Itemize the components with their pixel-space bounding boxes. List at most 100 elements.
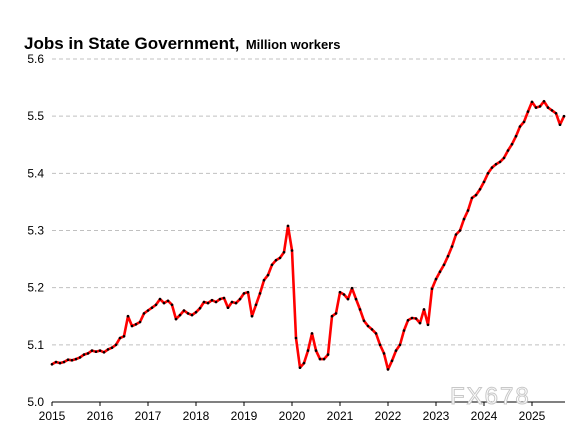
x-tick-label: 2020 bbox=[279, 409, 306, 423]
data-point bbox=[354, 297, 358, 301]
data-point bbox=[218, 297, 222, 301]
data-point bbox=[450, 245, 454, 248]
data-point bbox=[166, 299, 170, 303]
data-point bbox=[282, 250, 286, 254]
data-point bbox=[446, 254, 450, 258]
data-point bbox=[350, 286, 354, 290]
data-point bbox=[366, 324, 370, 328]
data-point bbox=[490, 166, 494, 169]
data-point bbox=[122, 335, 126, 338]
y-tick-label: 5.0 bbox=[27, 395, 44, 409]
y-tick-label: 5.6 bbox=[27, 52, 44, 66]
data-point bbox=[530, 100, 534, 104]
data-point bbox=[522, 120, 526, 124]
data-point bbox=[270, 263, 274, 267]
data-point bbox=[50, 363, 54, 366]
x-tick-label: 2025 bbox=[519, 409, 546, 423]
data-point bbox=[146, 309, 150, 312]
data-point bbox=[482, 180, 486, 184]
data-point bbox=[554, 112, 558, 115]
data-point bbox=[426, 323, 430, 327]
data-point bbox=[254, 303, 258, 307]
data-point bbox=[154, 303, 158, 307]
data-point bbox=[194, 310, 198, 314]
x-tick-label: 2019 bbox=[231, 409, 258, 423]
data-point bbox=[442, 263, 446, 267]
data-point bbox=[58, 361, 62, 365]
data-point bbox=[230, 300, 234, 304]
data-point bbox=[502, 156, 506, 160]
data-point bbox=[358, 308, 362, 311]
data-point bbox=[242, 292, 246, 295]
watermark-logo: FX678 bbox=[450, 383, 531, 411]
data-point bbox=[330, 314, 334, 318]
data-point bbox=[174, 317, 178, 321]
data-point bbox=[98, 349, 102, 352]
data-point bbox=[94, 350, 98, 354]
data-point bbox=[326, 353, 330, 356]
data-point bbox=[342, 293, 346, 296]
data-point bbox=[454, 233, 458, 236]
x-tick-label: 2015 bbox=[39, 409, 66, 423]
data-point bbox=[78, 356, 82, 359]
data-point bbox=[298, 366, 302, 370]
data-point bbox=[434, 277, 438, 281]
data-point bbox=[74, 357, 78, 361]
data-point bbox=[150, 306, 154, 310]
data-point bbox=[262, 278, 266, 282]
x-tick-label: 2024 bbox=[471, 409, 498, 423]
x-axis-tick-labels: 2015 2016 2017 2018 2019 2020 2021 2022 2023 2024… bbox=[39, 402, 546, 423]
data-point bbox=[246, 290, 250, 294]
data-point bbox=[422, 308, 426, 311]
data-point bbox=[170, 303, 174, 307]
data-point bbox=[398, 343, 402, 347]
data-point bbox=[410, 316, 414, 320]
data-point bbox=[346, 297, 350, 301]
data-point bbox=[374, 332, 378, 335]
data-point bbox=[162, 301, 166, 305]
data-point bbox=[494, 162, 498, 166]
data-point bbox=[206, 301, 210, 305]
data-point bbox=[334, 312, 338, 315]
data-point bbox=[306, 349, 310, 352]
data-point bbox=[138, 320, 142, 324]
data-point bbox=[118, 336, 122, 340]
data-point bbox=[234, 301, 238, 305]
data-point bbox=[186, 312, 190, 315]
data-point bbox=[518, 125, 522, 128]
data-point bbox=[418, 321, 422, 325]
data-point bbox=[182, 309, 186, 312]
data-point bbox=[114, 343, 118, 347]
data-point bbox=[546, 106, 550, 109]
x-tick-label: 2018 bbox=[183, 409, 210, 423]
x-tick-label: 2016 bbox=[87, 409, 114, 423]
data-point bbox=[278, 256, 282, 260]
data-point bbox=[318, 357, 322, 361]
data-point bbox=[210, 298, 214, 302]
series-line bbox=[50, 100, 566, 371]
data-point bbox=[462, 217, 466, 221]
data-point bbox=[86, 352, 90, 355]
data-point bbox=[322, 357, 326, 361]
x-tick-label: 2023 bbox=[423, 409, 450, 423]
data-point bbox=[466, 209, 470, 212]
data-point bbox=[134, 323, 138, 326]
data-point bbox=[498, 160, 502, 164]
data-point bbox=[438, 270, 442, 274]
data-point bbox=[510, 142, 514, 146]
data-point bbox=[226, 306, 230, 310]
data-point bbox=[214, 300, 218, 304]
data-point bbox=[386, 368, 390, 371]
data-point bbox=[102, 351, 106, 354]
data-point bbox=[390, 359, 394, 363]
x-tick-label: 2022 bbox=[375, 409, 402, 423]
data-point bbox=[562, 114, 566, 118]
data-point bbox=[314, 349, 318, 352]
data-point bbox=[486, 172, 490, 175]
gridlines bbox=[52, 58, 565, 346]
data-point bbox=[458, 229, 462, 232]
data-point bbox=[534, 106, 538, 109]
x-tick-label: 2021 bbox=[327, 409, 354, 423]
data-point bbox=[290, 249, 294, 252]
